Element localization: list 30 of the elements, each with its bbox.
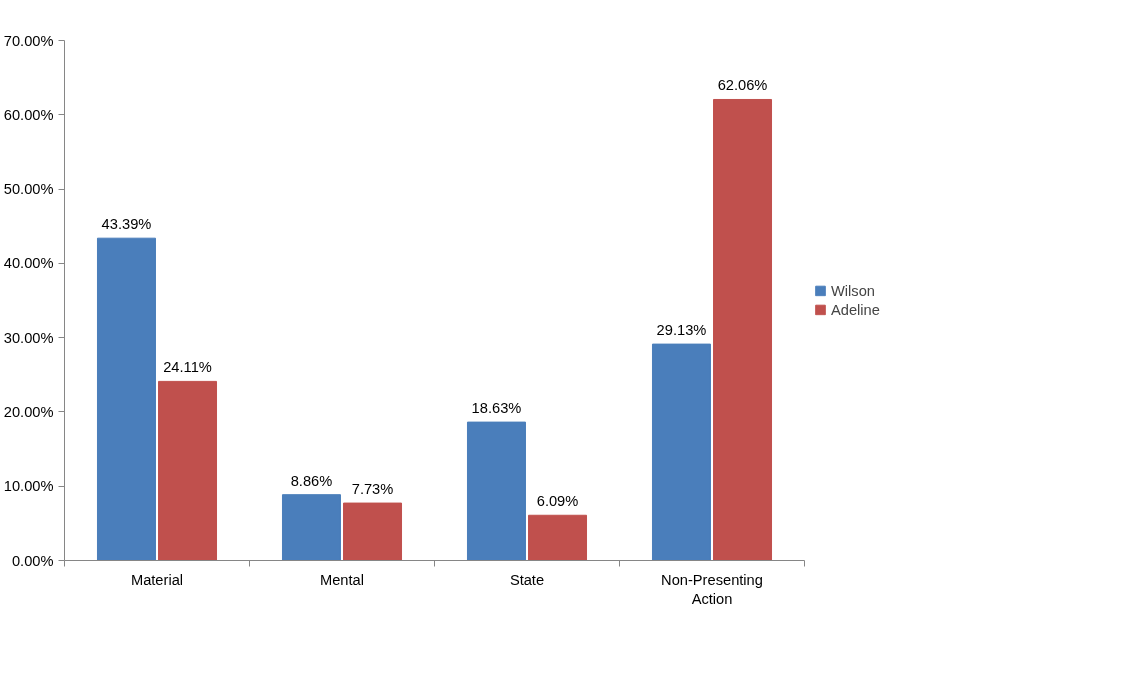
bar: [96, 237, 156, 561]
bar: [713, 98, 773, 561]
bar: [466, 421, 526, 561]
x-tick-label: Material: [130, 571, 184, 588]
legend-label: Adeline: [831, 301, 880, 318]
data-label: 62.06%: [717, 77, 768, 94]
y-tick-label: 30.00%: [3, 329, 54, 346]
y-tick-label: 50.00%: [3, 181, 54, 198]
bar: [281, 494, 341, 561]
y-tick-label: 10.00%: [3, 478, 54, 495]
y-tick-label: 0.00%: [11, 552, 54, 569]
y-tick-label: 60.00%: [3, 106, 54, 123]
y-tick-label: 40.00%: [3, 255, 54, 272]
data-label: 7.73%: [351, 481, 394, 498]
y-tick-label: 70.00%: [3, 32, 54, 49]
bar: [651, 343, 711, 561]
data-label: 18.63%: [471, 400, 522, 417]
x-tick-label: Mental: [320, 571, 364, 588]
data-label: 24.11%: [163, 359, 212, 376]
bar: [343, 502, 403, 561]
data-label: 6.09%: [536, 493, 579, 510]
x-tick-label: State: [509, 571, 545, 588]
bar: [528, 514, 588, 561]
legend-label: Wilson: [831, 282, 875, 299]
x-tick-label: Non-Presenting Action: [661, 571, 763, 607]
bar: [158, 380, 218, 561]
data-label: 29.13%: [656, 322, 707, 339]
data-label: 43.39%: [101, 216, 152, 233]
y-tick-label: 20.00%: [3, 403, 54, 420]
data-label: 8.86%: [290, 472, 333, 489]
